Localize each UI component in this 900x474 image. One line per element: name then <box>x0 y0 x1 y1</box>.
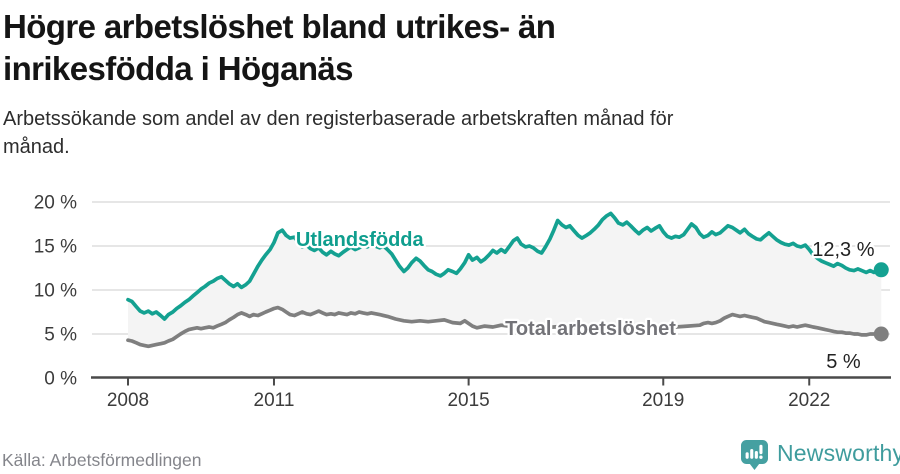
chart-subtitle: Arbetssökande som andel av den registerb… <box>3 105 823 161</box>
subtitle-line-1: Arbetssökande som andel av den registerb… <box>3 108 674 130</box>
y-axis-label-15: 15 % <box>34 237 77 258</box>
y-axis-label-5: 5 % <box>44 325 77 346</box>
source-note: Källa: Arbetsförmedlingen <box>2 450 202 470</box>
newsworthy-logo-icon <box>741 440 768 470</box>
series-inline-label-0: Utlandsfödda <box>296 229 425 251</box>
series-end-dot-0 <box>873 262 889 278</box>
y-axis-label-20: 20 % <box>34 193 77 214</box>
gap-band-fill <box>128 213 882 347</box>
newsworthy-logo: Newsworthy <box>740 438 900 472</box>
x-axis-label-2008: 2008 <box>107 390 149 411</box>
x-axis-label-2022: 2022 <box>788 390 830 411</box>
x-axis-label-2019: 2019 <box>642 390 684 411</box>
title-line-2: inrikesfödda i Höganäs <box>3 50 353 87</box>
page-title: Högre arbetslöshet bland utrikes- än inr… <box>3 6 763 90</box>
x-axis-label-2015: 2015 <box>447 390 489 411</box>
newsworthy-wordmark: Newsworthy <box>777 439 900 466</box>
title-line-1: Högre arbetslöshet bland utrikes- än <box>3 8 556 45</box>
series-line-0 <box>126 211 884 321</box>
series-end-value-label-1: 5 % <box>826 351 861 373</box>
series-line-1 <box>126 305 884 349</box>
x-axis-label-2011: 2011 <box>254 390 295 411</box>
subtitle-line-2: månad. <box>3 136 70 158</box>
y-axis-label-10: 10 % <box>34 281 77 302</box>
y-axis-label-0: 0 % <box>44 369 77 390</box>
series-inline-label-1: Total arbetslöshet <box>505 318 676 340</box>
series-end-value-label-0: 12,3 % <box>812 239 874 261</box>
series-end-dot-1 <box>873 326 889 342</box>
